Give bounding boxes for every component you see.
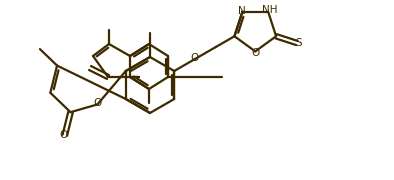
Text: NH: NH — [262, 5, 278, 15]
Text: O: O — [93, 98, 102, 108]
Text: O: O — [251, 48, 259, 58]
Text: O: O — [59, 130, 68, 140]
Text: N: N — [238, 6, 245, 16]
Text: O: O — [191, 53, 199, 63]
Text: S: S — [296, 38, 302, 48]
